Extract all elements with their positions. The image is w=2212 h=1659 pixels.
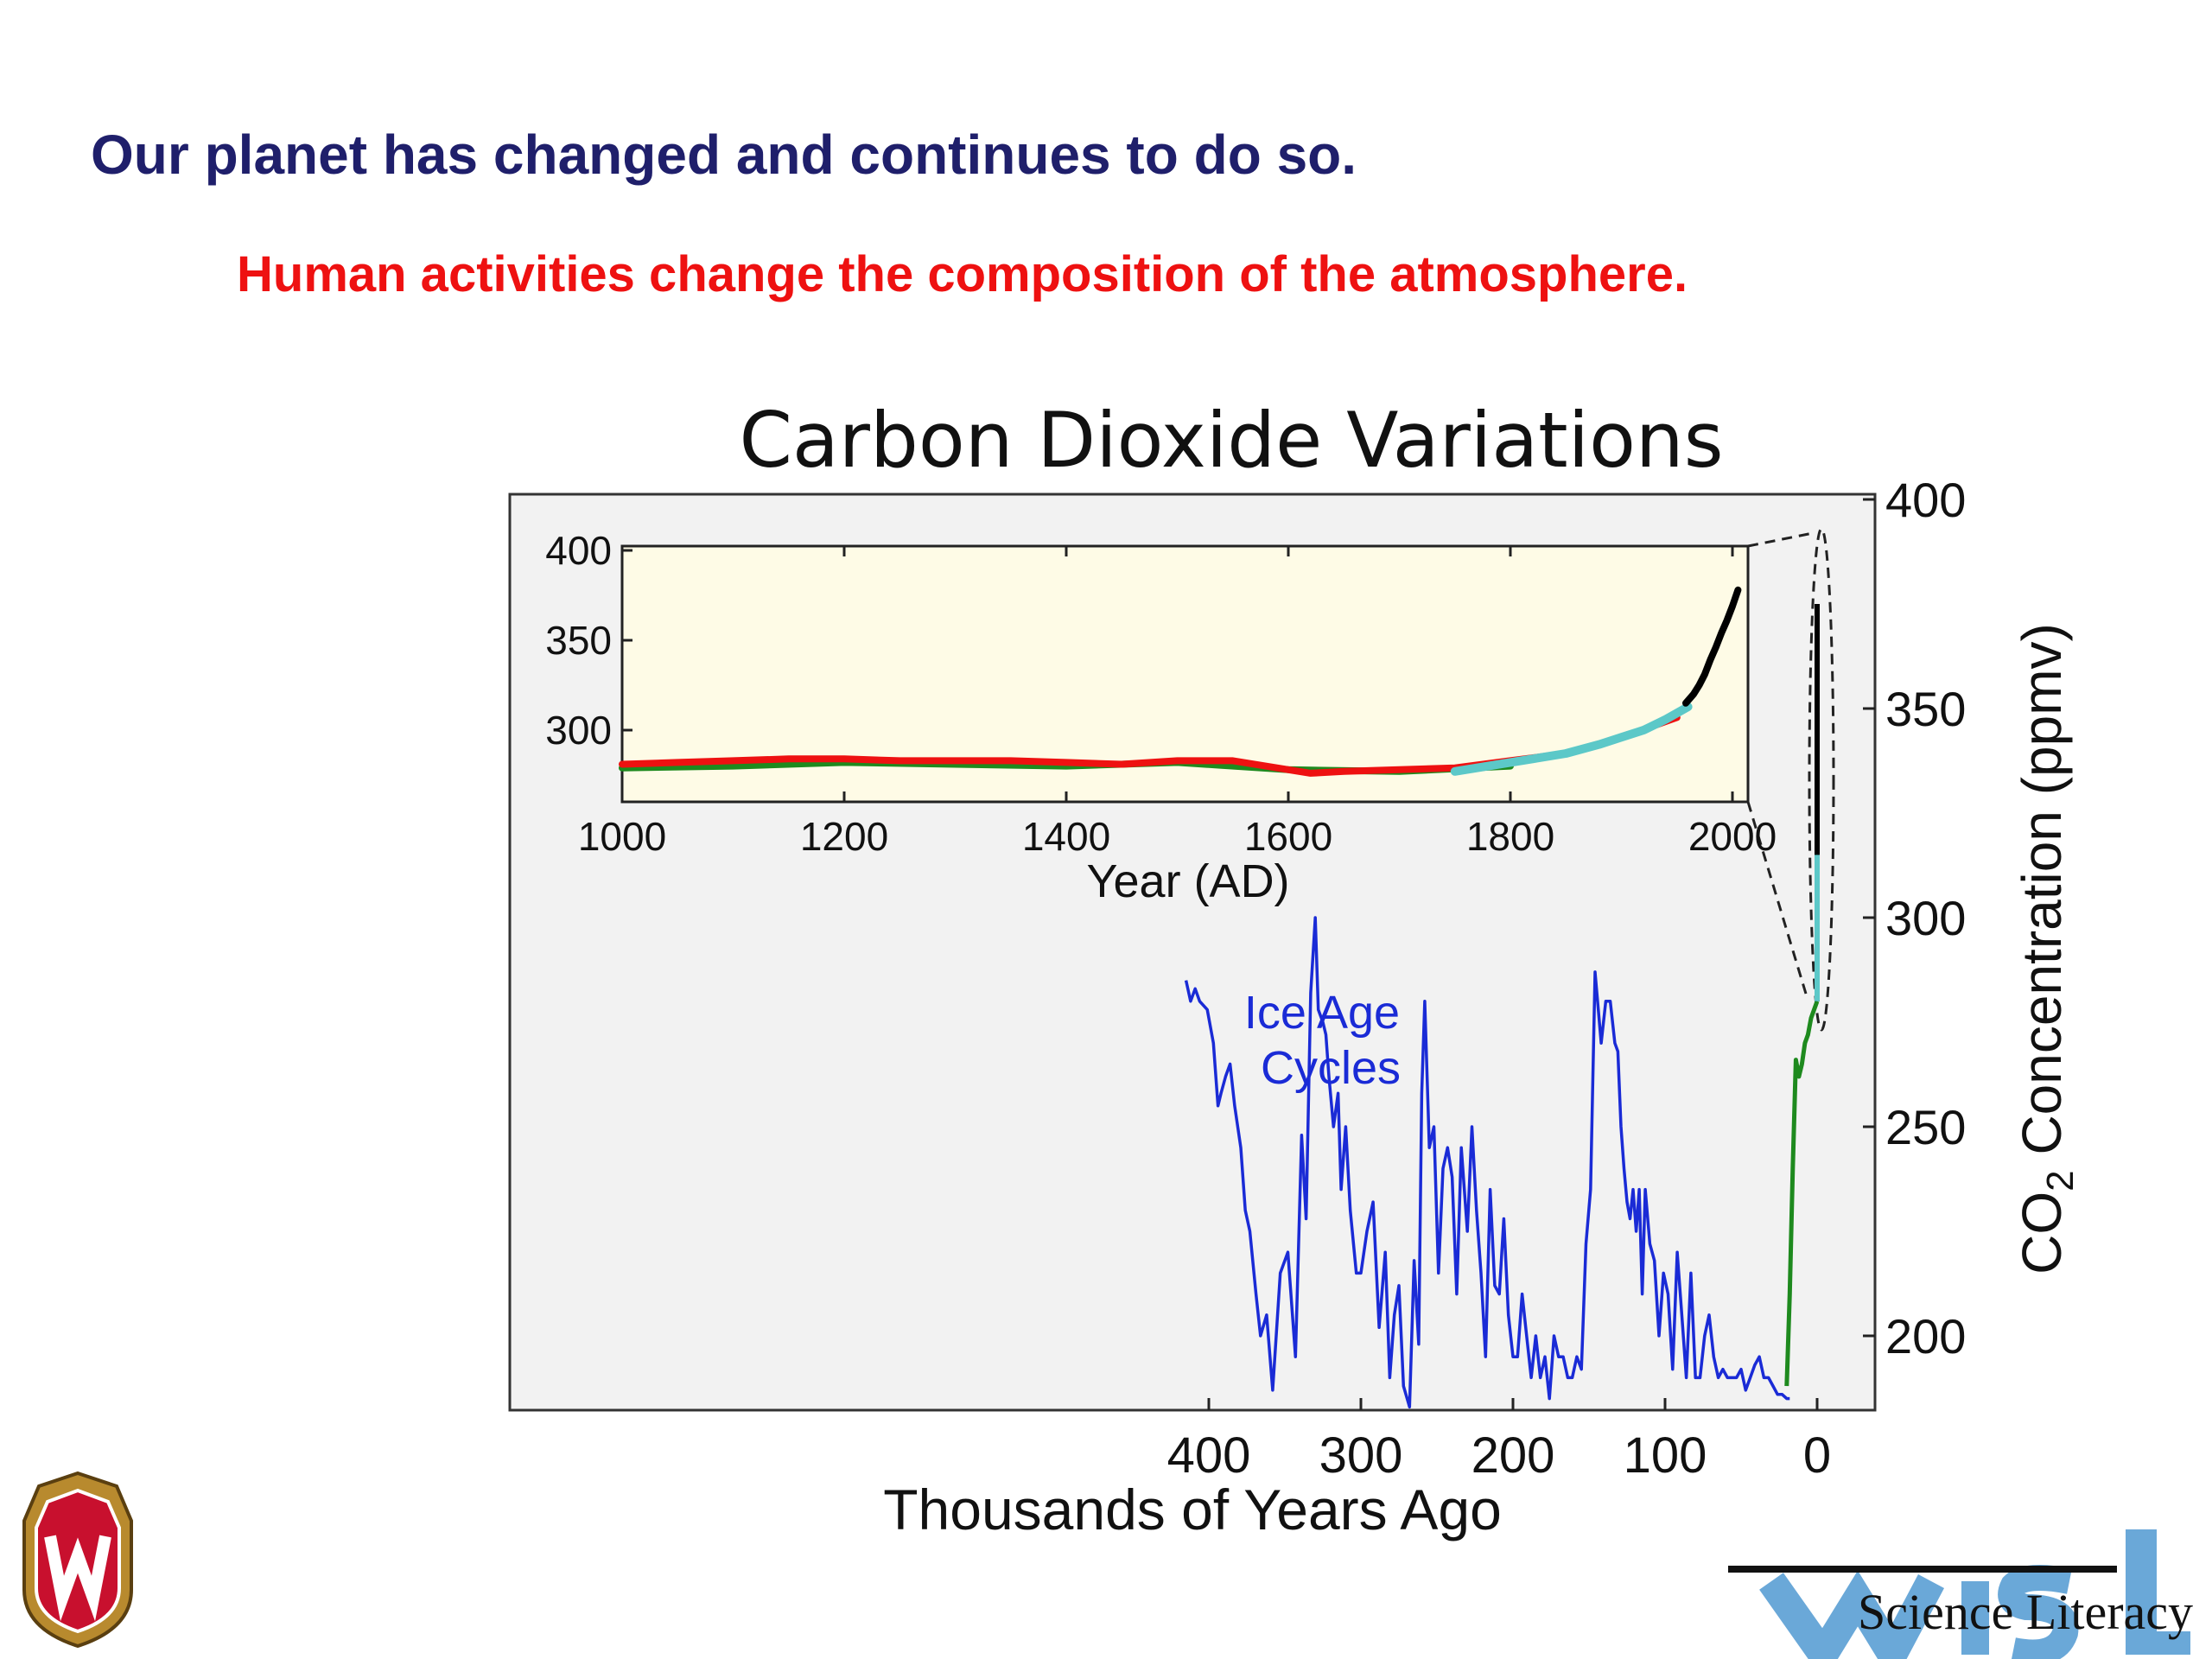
main-y-tick-label-400: 400 — [1885, 473, 1966, 527]
main-series-0 — [1184, 916, 1790, 1409]
y-label-subscript: 2 — [2039, 1170, 2082, 1191]
main-series-1 — [1784, 1000, 1820, 1387]
inset-y-tick-label-400: 400 — [545, 528, 612, 573]
y-label-co: CO — [2011, 1192, 2073, 1274]
chart-title: Carbon Dioxide Variations — [739, 396, 1723, 485]
inset-y-tick-label-350: 350 — [545, 618, 612, 663]
main-x-tick-label-100: 100 — [1624, 1427, 1707, 1484]
ice-age-annotation: Ice Age Cycles — [1244, 987, 1401, 1094]
main-y-axis: 200 250 300 350 400 — [1863, 473, 1966, 1363]
inset-x-label: Year (AD) — [1086, 855, 1289, 907]
inset-y-axis: 300 350 400 — [545, 528, 632, 753]
main-y-tick-label-300: 300 — [1885, 891, 1966, 945]
inset-x-axis: 1000 1200 1400 1600 1800 2000 — [578, 546, 1777, 859]
slide-title: Our planet has changed and continues to … — [91, 124, 1357, 186]
main-x-tick-label-300: 300 — [1319, 1427, 1403, 1484]
main-x-tick-label-400: 400 — [1167, 1427, 1251, 1484]
annotation-line-2: Cycles — [1261, 1042, 1401, 1094]
logo-text: Science Literacy — [1858, 1584, 2194, 1640]
inset-x-tick-label-2000: 2000 — [1688, 814, 1777, 859]
main-y-tick-label-250: 250 — [1885, 1100, 1966, 1154]
inset-x-tick-label-1800: 1800 — [1466, 814, 1554, 859]
annotation-line-1: Ice Age — [1244, 987, 1400, 1039]
main-x-tick-label-0: 0 — [1803, 1427, 1831, 1484]
slide-subtitle: Human activities change the composition … — [237, 246, 1688, 302]
inset-x-tick-label-1200: 1200 — [800, 814, 888, 859]
inset-series-group — [619, 586, 1742, 777]
main-y-label: CO2 Concentration (ppmv) — [2011, 623, 2082, 1274]
main-x-label: Thousands of Years Ago — [883, 1478, 1502, 1541]
main-y-tick-label-350: 350 — [1885, 682, 1966, 736]
main-series-group — [1184, 604, 1820, 1409]
inset-series-3 — [1682, 586, 1742, 707]
logo-bar — [1728, 1566, 2117, 1573]
university-crest-logo — [17, 1469, 138, 1655]
inset-series-2 — [1450, 702, 1693, 776]
inset-x-tick-label-1400: 1400 — [1022, 814, 1110, 859]
wisl-logo: Science Literacy — [1728, 1521, 2195, 1659]
inset-x-tick-label-1000: 1000 — [578, 814, 666, 859]
zoom-indicator — [1746, 527, 1835, 1032]
y-label-rest: Concentration (ppmv) — [2011, 623, 2073, 1170]
inset-y-tick-label-300: 300 — [545, 708, 612, 753]
main-x-tick-label-200: 200 — [1471, 1427, 1555, 1484]
main-y-tick-label-200: 200 — [1885, 1309, 1966, 1363]
main-x-axis: 400 300 200 100 0 — [1167, 1398, 1831, 1484]
inset-x-tick-label-1600: 1600 — [1244, 814, 1332, 859]
